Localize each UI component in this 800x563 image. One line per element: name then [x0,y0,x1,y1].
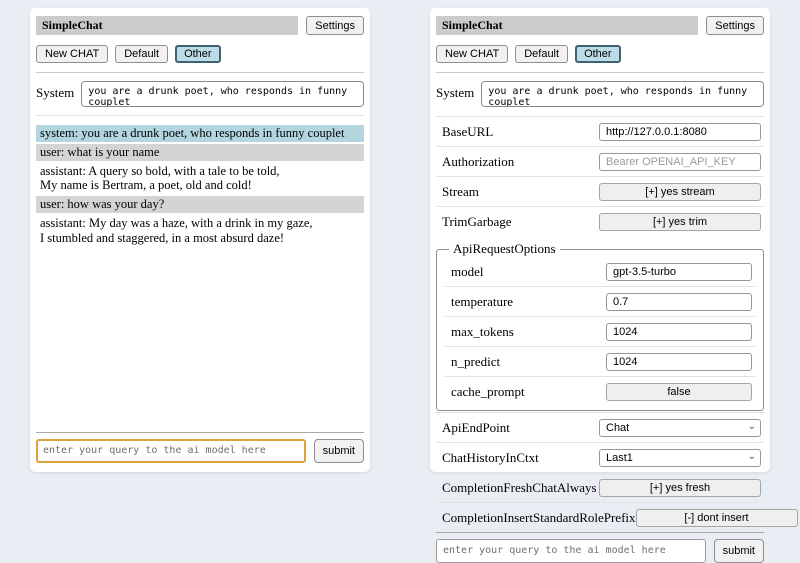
completioninsertstandardroleprefix-label: CompletionInsertStandardRolePrefix [442,509,636,525]
apiendpoint-label: ApiEndPoint [442,419,510,435]
session-tabs: New CHAT Default Other [36,45,364,63]
completioninsertstandardroleprefix-toggle-button[interactable]: [-] dont insert [635,509,798,527]
settings-list: BaseURL Authorization Stream [+] yes str… [436,116,798,532]
message-assistant: assistant: A query so bold, with a tale … [36,162,364,194]
system-prompt-input[interactable]: you are a drunk poet, who responds in fu… [481,81,764,107]
session-tab-other[interactable]: Other [175,45,221,63]
spacer [36,248,364,432]
app-title: SimpleChat [36,16,299,35]
query-input[interactable] [36,439,306,463]
session-tab-default[interactable]: Default [515,45,569,63]
model-input[interactable] [606,263,752,281]
query-row: submit [436,539,764,563]
setting-row-authorization: Authorization [436,146,764,176]
stream-label: Stream [442,183,479,199]
chat-panel: SimpleChat Settings New CHAT Default Oth… [30,8,370,472]
chat-messages: system: you are a drunk poet, who respon… [36,125,364,248]
session-tab-other[interactable]: Other [575,45,621,63]
stream-toggle-button[interactable]: [+] yes stream [599,183,761,201]
chathistoryinctxt-label: ChatHistoryInCtxt [442,449,539,465]
system-label: System [36,85,75,100]
chathistoryinctxt-select[interactable]: Last1 [599,449,761,467]
max-tokens-input[interactable] [606,323,752,341]
setting-row-baseurl: BaseURL [436,116,764,146]
settings-button[interactable]: Settings [306,16,364,35]
completionfreshchatalways-label: CompletionFreshChatAlways [442,479,597,495]
setting-row-stream: Stream [+] yes stream [436,176,764,206]
setting-row-trimgarbage: TrimGarbage [+] yes trim [436,206,764,236]
temperature-label: temperature [451,293,514,309]
message-user: user: how was your day? [36,196,364,213]
divider [36,432,364,433]
api-request-options-legend: ApiRequestOptions [453,241,556,256]
n-predict-label: n_predict [451,353,501,369]
divider [436,72,764,73]
settings-button[interactable]: Settings [706,16,764,35]
query-row: submit [36,439,364,463]
divider [436,532,764,533]
system-label: System [436,85,475,100]
system-prompt-row: System you are a drunk poet, who respond… [436,81,764,107]
setting-row-temperature: temperature [445,286,755,316]
trimgarbage-toggle-button[interactable]: [+] yes trim [599,213,761,231]
trimgarbage-label: TrimGarbage [442,213,512,229]
message-system: system: you are a drunk poet, who respon… [36,125,364,142]
session-tabs: New CHAT Default Other [436,45,764,63]
authorization-input[interactable] [599,153,761,171]
cache-prompt-label: cache_prompt [451,383,525,399]
n-predict-input[interactable] [606,353,752,371]
setting-row-cache-prompt: cache_prompt false [445,376,755,406]
temperature-input[interactable] [606,293,752,311]
settings-header: SimpleChat Settings [436,16,764,35]
system-prompt-input[interactable]: you are a drunk poet, who responds in fu… [81,81,364,107]
submit-button[interactable]: submit [313,439,364,463]
divider [36,72,364,73]
settings-panel: SimpleChat Settings New CHAT Default Oth… [430,8,798,563]
baseurl-label: BaseURL [442,123,494,139]
divider [36,115,364,116]
authorization-label: Authorization [442,153,515,169]
chat-header: SimpleChat Settings [36,16,364,35]
setting-row-chathistoryinctxt: ChatHistoryInCtxt Last1 ⌄ [436,442,764,472]
message-assistant: assistant: My day was a haze, with a dri… [36,214,364,247]
new-chat-button[interactable]: New CHAT [36,45,109,63]
apiendpoint-select[interactable]: Chat [599,419,761,437]
cache-prompt-toggle-button[interactable]: false [606,383,752,401]
setting-row-apiendpoint: ApiEndPoint Chat ⌄ [436,412,764,442]
message-user: user: what is your name [36,143,364,161]
setting-row-completionfreshchatalways: CompletionFreshChatAlways [+] yes fresh [436,472,764,502]
app-title: SimpleChat [436,16,699,35]
setting-row-completioninsertstandardroleprefix: CompletionInsertStandardRolePrefix [-] d… [436,502,798,532]
completionfreshchatalways-toggle-button[interactable]: [+] yes fresh [599,479,761,497]
baseurl-input[interactable] [599,123,761,141]
setting-row-n-predict: n_predict [445,346,755,376]
session-tab-default[interactable]: Default [115,45,169,63]
model-label: model [451,263,484,279]
max-tokens-label: max_tokens [451,323,514,339]
api-request-options-fieldset: ApiRequestOptions model temperature max_… [436,241,764,411]
page: SimpleChat Settings New CHAT Default Oth… [30,8,798,563]
setting-row-model: model [445,257,755,286]
new-chat-button[interactable]: New CHAT [436,45,509,63]
setting-row-max-tokens: max_tokens [445,316,755,346]
query-input[interactable] [436,539,706,563]
submit-button[interactable]: submit [713,539,764,563]
system-prompt-row: System you are a drunk poet, who respond… [36,81,364,107]
